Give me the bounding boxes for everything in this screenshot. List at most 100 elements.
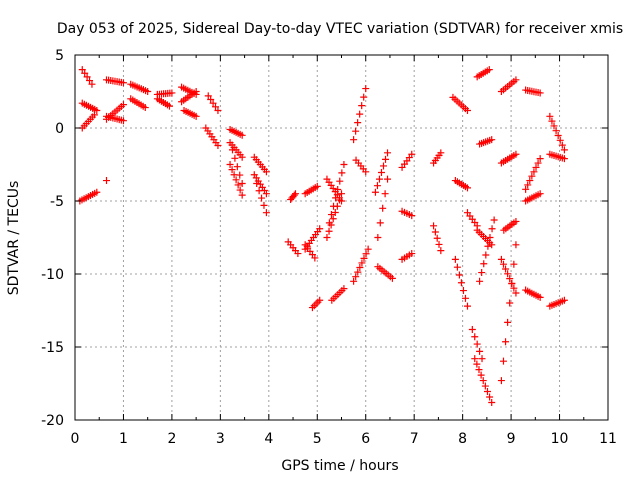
data-point	[362, 85, 370, 93]
data-point	[253, 179, 261, 187]
data-point	[214, 142, 222, 150]
data-point	[214, 106, 222, 114]
data-point	[510, 284, 518, 292]
data-point	[329, 215, 337, 223]
data-point	[81, 69, 89, 77]
x-axis-label: GPS time / hours	[281, 458, 398, 474]
data-point	[333, 202, 341, 210]
data-point	[119, 79, 127, 87]
data-point	[471, 333, 479, 341]
data-point	[356, 264, 364, 272]
data-point	[408, 150, 416, 158]
data-point	[453, 263, 461, 271]
data-point	[463, 184, 471, 192]
data-point	[338, 190, 345, 198]
x-tick-label: 3	[216, 431, 225, 447]
data-point	[512, 150, 520, 158]
data-point	[530, 168, 538, 176]
data-point	[435, 240, 443, 248]
data-point	[236, 186, 244, 194]
data-point	[550, 122, 558, 130]
y-tick-label: 0	[55, 121, 64, 137]
data-point	[430, 222, 438, 230]
data-point	[384, 149, 392, 157]
data-point	[408, 250, 416, 258]
data-point	[536, 293, 544, 301]
data-point	[258, 194, 266, 202]
data-point	[93, 106, 101, 114]
data-point	[228, 146, 236, 154]
data-point	[207, 96, 215, 104]
data-point	[238, 131, 246, 139]
data-point	[232, 176, 240, 184]
y-tick-label: -10	[41, 267, 64, 283]
data-point	[90, 111, 98, 119]
data-point	[233, 163, 241, 171]
data-point	[327, 221, 335, 229]
x-tick-label: 0	[71, 431, 80, 447]
data-point	[209, 99, 217, 107]
data-point	[228, 166, 236, 174]
axes: 0 1 2 3 4 5 6 7 8 9 10 11 5 0 -5 -10 -15 -20	[41, 48, 617, 447]
data-point	[433, 234, 441, 242]
data-point	[504, 318, 512, 326]
data-point	[377, 169, 385, 177]
data-point	[379, 204, 387, 212]
y-tick-label: -20	[41, 413, 64, 429]
data-point	[510, 260, 518, 268]
data-point	[192, 112, 200, 120]
data-point	[238, 191, 246, 199]
data-point	[546, 112, 554, 120]
data-point	[497, 255, 505, 263]
y-axis-label: SDTVAR / TECUs	[6, 181, 22, 296]
data-point	[528, 172, 536, 180]
chart-title: Day 053 of 2025, Sidereal Day-to-day VTE…	[57, 21, 623, 37]
data-point	[238, 179, 246, 187]
data-point	[461, 294, 469, 302]
data-point	[375, 175, 383, 183]
data-point	[437, 149, 445, 157]
data-point	[356, 110, 364, 118]
data-point	[364, 245, 372, 253]
data-point	[384, 175, 392, 183]
data-point	[262, 190, 270, 198]
data-point	[471, 355, 479, 363]
y-tick-label: -5	[50, 194, 64, 210]
data-point	[231, 154, 239, 162]
data-point	[457, 279, 465, 287]
data-point	[119, 101, 127, 109]
data-point	[262, 209, 270, 217]
data-point	[323, 234, 331, 241]
data-point	[558, 141, 566, 149]
data-point	[483, 388, 491, 396]
data-point	[486, 393, 494, 401]
data-point	[119, 117, 127, 125]
data-point	[488, 398, 496, 406]
data-point	[463, 106, 471, 114]
data-point	[560, 296, 568, 304]
data-point	[459, 287, 467, 295]
data-point	[475, 366, 483, 374]
data-point	[358, 259, 366, 267]
data-point	[463, 302, 471, 310]
data-point	[316, 296, 324, 304]
data-point	[354, 268, 362, 276]
data-point	[560, 146, 568, 154]
data-point	[478, 269, 486, 277]
data-point	[499, 260, 507, 268]
data-point	[291, 190, 299, 198]
data-point	[473, 360, 481, 368]
data-point	[362, 168, 370, 176]
data-point	[86, 77, 94, 85]
data-point	[350, 136, 358, 144]
data-point	[358, 102, 366, 110]
data-point	[473, 340, 481, 348]
x-tick-label: 8	[458, 431, 467, 447]
data-point	[548, 117, 556, 125]
data-point	[374, 234, 382, 241]
data-point	[522, 185, 530, 193]
data-point	[325, 227, 333, 235]
data-point	[262, 168, 270, 176]
data-point	[506, 299, 514, 307]
